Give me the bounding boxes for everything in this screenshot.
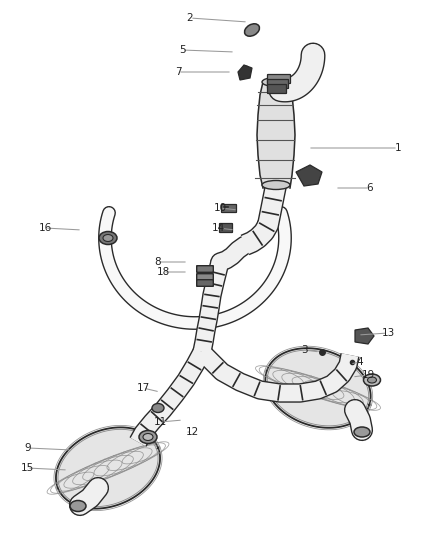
Text: 4: 4 — [357, 357, 363, 367]
Text: 2: 2 — [187, 13, 193, 23]
Text: 1: 1 — [395, 143, 401, 153]
Ellipse shape — [143, 433, 153, 440]
Ellipse shape — [152, 403, 164, 413]
Text: 18: 18 — [156, 267, 170, 277]
FancyBboxPatch shape — [197, 265, 213, 272]
Polygon shape — [257, 82, 295, 188]
Polygon shape — [355, 328, 374, 344]
Ellipse shape — [364, 374, 381, 386]
FancyBboxPatch shape — [197, 280, 213, 286]
Text: 9: 9 — [25, 443, 31, 453]
Ellipse shape — [99, 231, 117, 245]
Text: 13: 13 — [381, 328, 395, 338]
Text: 6: 6 — [367, 183, 373, 193]
Text: 5: 5 — [179, 45, 185, 55]
Ellipse shape — [244, 24, 259, 36]
Text: 12: 12 — [185, 427, 198, 437]
FancyBboxPatch shape — [222, 205, 237, 213]
Text: 8: 8 — [155, 257, 161, 267]
Ellipse shape — [139, 431, 157, 443]
Text: 3: 3 — [301, 345, 307, 355]
Ellipse shape — [262, 181, 290, 190]
Ellipse shape — [367, 377, 377, 383]
Text: 14: 14 — [212, 223, 225, 233]
Ellipse shape — [70, 500, 86, 512]
FancyBboxPatch shape — [268, 75, 290, 84]
Text: 10: 10 — [213, 203, 226, 213]
Text: 17: 17 — [136, 383, 150, 393]
Polygon shape — [238, 65, 252, 80]
Ellipse shape — [103, 235, 113, 241]
FancyBboxPatch shape — [219, 223, 233, 232]
Text: 7: 7 — [175, 67, 181, 77]
Polygon shape — [265, 348, 371, 428]
FancyBboxPatch shape — [197, 274, 213, 280]
FancyBboxPatch shape — [268, 85, 286, 93]
Text: 15: 15 — [21, 463, 34, 473]
Ellipse shape — [262, 77, 290, 86]
Text: 16: 16 — [39, 223, 52, 233]
Text: 11: 11 — [153, 417, 166, 427]
Polygon shape — [56, 427, 160, 508]
Text: 19: 19 — [361, 370, 374, 380]
Ellipse shape — [354, 427, 370, 437]
FancyBboxPatch shape — [268, 79, 289, 88]
Polygon shape — [296, 165, 322, 186]
